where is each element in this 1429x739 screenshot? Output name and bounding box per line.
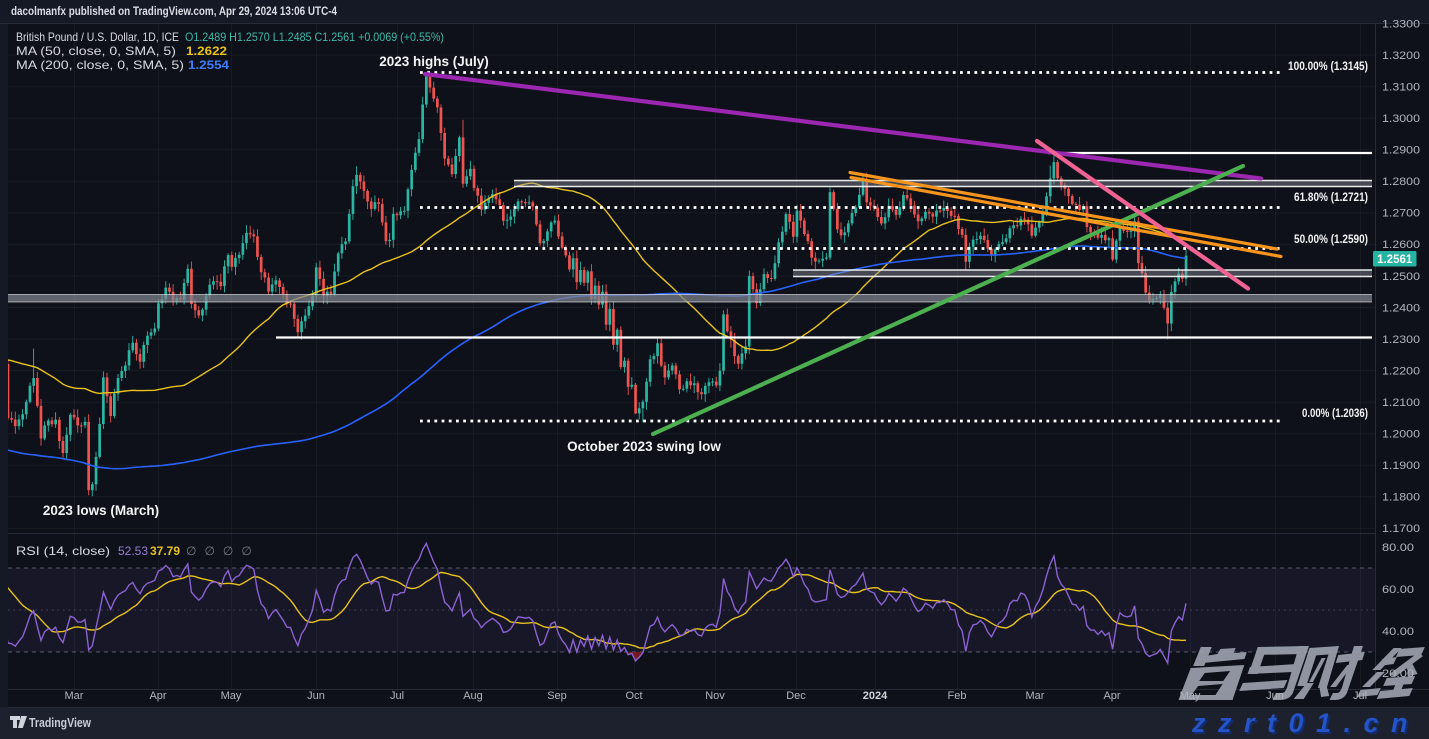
svg-text:Oct: Oct [625,690,642,702]
svg-text:Jun: Jun [1266,690,1284,702]
svg-text:TradingView: TradingView [29,716,91,730]
svg-text:1.2400: 1.2400 [1382,302,1420,314]
svg-text:1.2554: 1.2554 [188,58,229,72]
svg-text:1.2622: 1.2622 [186,44,227,58]
svg-text:1.1800: 1.1800 [1382,492,1420,504]
svg-text:dacolmanfx published on Tradin: dacolmanfx published on TradingView.com,… [11,4,337,18]
svg-text:Mar: Mar [1026,690,1045,702]
svg-text:1.2561: 1.2561 [1377,254,1413,266]
svg-text:61.80% (1.2721): 61.80% (1.2721) [1294,190,1368,204]
svg-text:Dec: Dec [786,690,806,702]
svg-text:1.1900: 1.1900 [1382,460,1420,472]
svg-text:1.2300: 1.2300 [1382,334,1420,346]
svg-text:52.53: 52.53 [118,544,148,558]
svg-text:1.2500: 1.2500 [1382,271,1420,283]
svg-text:1.3100: 1.3100 [1382,82,1420,94]
svg-text:2023 lows (March): 2023 lows (March) [43,503,159,518]
svg-text:100.00% (1.3145): 100.00% (1.3145) [1288,59,1368,73]
svg-text:zzrt01.cn: zzrt01.cn [1191,708,1420,738]
svg-text:60.00: 60.00 [1382,584,1414,596]
svg-text:20.00: 20.00 [1382,668,1414,680]
svg-text:1.2800: 1.2800 [1382,176,1420,188]
svg-text:zzrt01.cn: zzrt01.cn [1193,710,1422,739]
svg-text:1.3200: 1.3200 [1382,50,1420,62]
svg-text:Sep: Sep [547,690,567,702]
svg-text:May: May [221,690,242,702]
svg-text:∅∅∅∅: ∅∅∅∅ [186,544,260,558]
svg-text:80.00: 80.00 [1382,542,1414,554]
svg-text:2024: 2024 [863,690,888,702]
svg-text:Aug: Aug [463,690,483,702]
svg-text:37.79: 37.79 [150,544,180,558]
svg-text:O1.2489 H1.2570 L1.2485 C1.256: O1.2489 H1.2570 L1.2485 C1.2561 +0.0069 … [185,30,444,44]
svg-text:1.2900: 1.2900 [1382,145,1420,157]
svg-text:Mar: Mar [65,690,84,702]
svg-text:Jul: Jul [1353,690,1367,702]
svg-text:Feb: Feb [948,690,967,702]
svg-text:0.00% (1.2036): 0.00% (1.2036) [1302,406,1368,420]
svg-text:Jul: Jul [390,690,404,702]
svg-text:1.3300: 1.3300 [1382,18,1420,30]
svg-text:Nov: Nov [705,690,725,702]
svg-text:October 2023 swing low: October 2023 swing low [567,439,721,454]
svg-text:1.2200: 1.2200 [1382,365,1420,377]
svg-text:MA (200, close, 0, SMA, 5): MA (200, close, 0, SMA, 5) [16,58,184,72]
svg-text:1.3000: 1.3000 [1382,113,1420,125]
svg-text:Apr: Apr [149,690,166,702]
svg-text:1.1700: 1.1700 [1382,523,1420,535]
svg-text:Jun: Jun [307,690,325,702]
svg-text:RSI (14, close): RSI (14, close) [16,544,110,558]
svg-text:2023 highs (July): 2023 highs (July) [379,54,489,69]
svg-text:Apr: Apr [1103,690,1120,702]
svg-text:May: May [1180,690,1201,702]
svg-text:50.00% (1.2590): 50.00% (1.2590) [1294,232,1368,246]
svg-text:British Pound / U.S. Dollar, 1: British Pound / U.S. Dollar, 1D, ICE [16,30,179,44]
svg-text:1.2700: 1.2700 [1382,208,1420,220]
svg-text:MA (50, close, 0, SMA, 5): MA (50, close, 0, SMA, 5) [16,44,176,58]
svg-text:1.2100: 1.2100 [1382,397,1420,409]
svg-text:1.2000: 1.2000 [1382,429,1420,441]
svg-text:1.2600: 1.2600 [1382,239,1420,251]
svg-text:40.00: 40.00 [1382,626,1414,638]
